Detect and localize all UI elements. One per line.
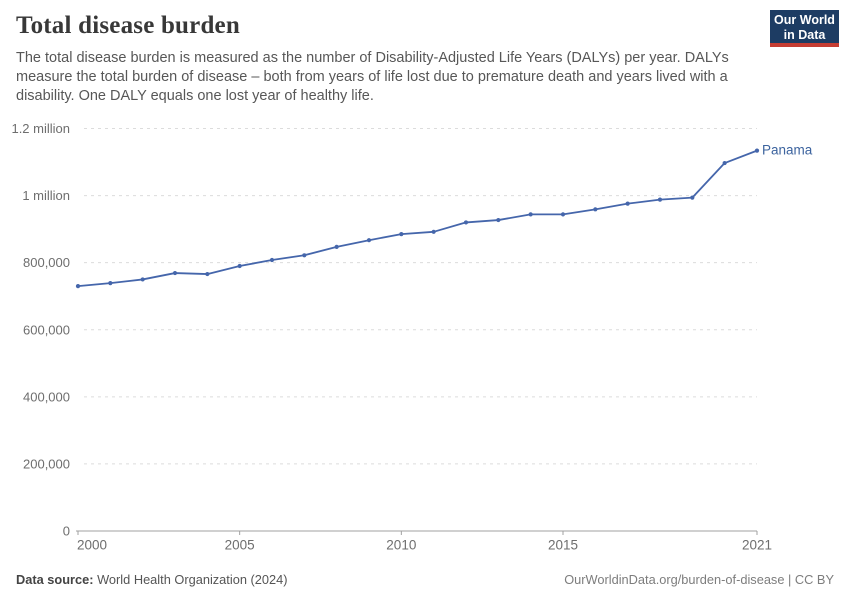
data-point	[463, 220, 469, 225]
data-point	[399, 232, 404, 237]
data-point	[334, 244, 339, 250]
y-tick-label: 800,000	[23, 255, 70, 270]
data-point	[237, 263, 242, 269]
x-tick-label: 2005	[225, 538, 255, 553]
data-point	[560, 212, 566, 217]
page-title: Total disease burden	[16, 12, 240, 39]
data-point	[108, 281, 113, 286]
data-point	[593, 207, 598, 212]
x-tick-label: 2015	[548, 538, 578, 553]
y-tick-label: 600,000	[23, 322, 70, 337]
data-point	[302, 253, 307, 258]
x-tick-label: 2000	[77, 538, 107, 553]
x-tick-label: 2021	[742, 538, 772, 553]
data-source-note: Data source: World Health Organization (…	[16, 572, 287, 587]
data-point	[205, 271, 210, 277]
credit-link[interactable]: OurWorldinData.org/burden-of-disease | C…	[564, 572, 834, 587]
data-point	[754, 148, 760, 153]
entity-label[interactable]: Panama	[762, 143, 813, 158]
data-point	[528, 212, 533, 217]
y-tick-label: 200,000	[23, 456, 70, 471]
data-point	[722, 160, 727, 166]
y-tick-label: 0	[63, 524, 70, 539]
data-point	[269, 257, 275, 263]
data-point	[366, 238, 372, 243]
y-tick-label: 1.2 million	[11, 121, 70, 136]
owid-logo-line1: Our World	[774, 13, 835, 27]
data-source-label: Data source:	[16, 572, 94, 587]
data-point	[657, 197, 663, 202]
x-tick-label: 2010	[386, 538, 416, 553]
series-line	[77, 149, 758, 288]
y-tick-label: 1 million	[22, 188, 70, 203]
data-point	[690, 195, 695, 200]
owid-logo[interactable]: Our World in Data	[770, 10, 839, 47]
owid-logo-line2: in Data	[783, 27, 826, 42]
chart-subtitle: The total disease burden is measured as …	[16, 50, 729, 105]
data-point	[172, 270, 178, 276]
data-point	[625, 201, 630, 206]
data-point	[140, 277, 145, 282]
y-tick-label: 400,000	[23, 389, 70, 404]
data-point	[496, 217, 501, 223]
data-point	[431, 229, 436, 234]
data-source-value: World Health Organization (2024)	[93, 572, 288, 587]
data-point	[75, 284, 81, 289]
